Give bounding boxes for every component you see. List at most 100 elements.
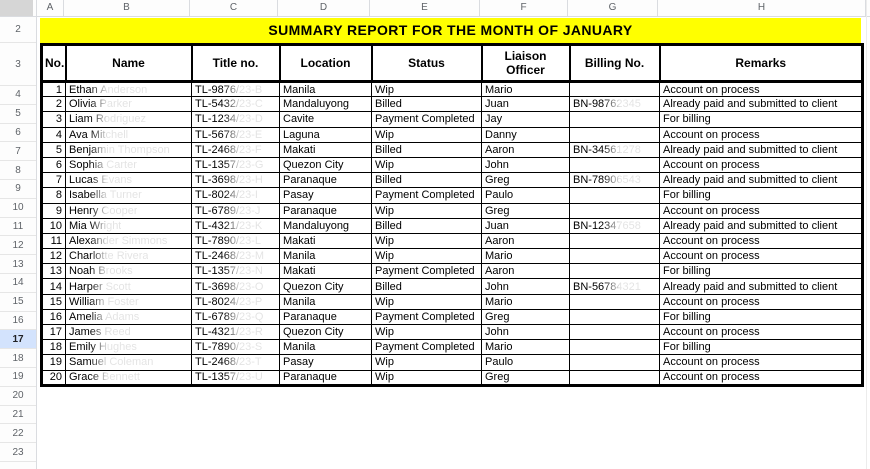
cell-no[interactable]: 11 <box>41 232 66 250</box>
header-remarks[interactable]: Remarks <box>658 43 864 83</box>
cell-name[interactable]: Noah Brooks <box>65 263 192 280</box>
cell-title-no[interactable]: TL-7890/23-L <box>191 232 280 250</box>
cell-location[interactable]: Makati <box>279 232 372 250</box>
cell-status[interactable]: Billed <box>371 141 482 158</box>
cell-name[interactable]: Olivia Parker <box>65 96 192 113</box>
cell-name[interactable]: Amelia Adams <box>65 308 192 326</box>
cell-name[interactable]: Harper Scott <box>65 278 192 295</box>
column-header-C[interactable]: C <box>190 0 278 16</box>
cell-no[interactable]: 16 <box>41 308 66 326</box>
cell-no[interactable]: 6 <box>41 156 66 174</box>
cell-status[interactable]: Wip <box>371 80 482 98</box>
cell-no[interactable]: 20 <box>41 369 66 386</box>
cell-location[interactable]: Makati <box>279 263 372 280</box>
cell-liaison-officer[interactable]: Juan <box>481 217 570 234</box>
cell-location[interactable]: Paranaque <box>279 369 372 386</box>
cell-name[interactable]: Liam Rodriguez <box>65 111 192 128</box>
row-header-14[interactable]: 14 <box>0 274 36 293</box>
cell-remarks[interactable]: Account on process <box>659 354 863 371</box>
cell-no[interactable]: 8 <box>41 187 66 204</box>
cell-title-no[interactable]: TL-1357/23-G <box>191 156 280 174</box>
cell-title-no[interactable]: TL-1357/23-N <box>191 263 280 280</box>
cell-liaison-officer[interactable]: Mario <box>481 80 570 98</box>
column-header-E[interactable]: E <box>370 0 480 16</box>
cell-remarks[interactable]: Account on process <box>659 248 863 265</box>
row-header-2[interactable]: 2 <box>0 17 36 43</box>
cell-billing-no[interactable]: BN-98762345 <box>569 96 660 113</box>
row-header-17[interactable]: 17 <box>0 330 36 350</box>
row-header-19[interactable]: 19 <box>0 368 36 387</box>
cell-remarks[interactable]: Account on process <box>659 80 863 98</box>
cell-name[interactable]: Ava Mitchell <box>65 126 192 143</box>
cell-liaison-officer[interactable]: Mario <box>481 248 570 265</box>
cell-billing-no[interactable]: BN-78906543 <box>569 172 660 189</box>
cell-status[interactable]: Wip <box>371 126 482 143</box>
cell-liaison-officer[interactable]: John <box>481 156 570 174</box>
cell-billing-no[interactable] <box>569 156 660 174</box>
cell-no[interactable]: 2 <box>41 96 66 113</box>
header-location[interactable]: Location <box>278 43 373 83</box>
cell-location[interactable]: Quezon City <box>279 278 372 295</box>
cell-location[interactable]: Quezon City <box>279 156 372 174</box>
cell-liaison-officer[interactable]: Aaron <box>481 263 570 280</box>
cell-title-no[interactable]: TL-1234/23-D <box>191 111 280 128</box>
cell-title-no[interactable]: TL-4321/23-K <box>191 217 280 234</box>
cell-no[interactable]: 15 <box>41 293 66 310</box>
cell-location[interactable]: Manila <box>279 293 372 310</box>
cell-billing-no[interactable]: BN-56784321 <box>569 278 660 295</box>
cell-title-no[interactable]: TL-5678/23-E <box>191 126 280 143</box>
row-header-23[interactable]: 23 <box>0 443 36 462</box>
cell-name[interactable]: Lucas Evans <box>65 172 192 189</box>
cell-no[interactable]: 9 <box>41 202 66 219</box>
cell-title-no[interactable]: TL-2468/23-F <box>191 141 280 158</box>
cell-title-no[interactable]: TL-6789/23-Q <box>191 308 280 326</box>
cell-billing-no[interactable]: BN-12347658 <box>569 217 660 234</box>
cell-liaison-officer[interactable]: Greg <box>481 172 570 189</box>
header-name[interactable]: Name <box>64 43 193 83</box>
cell-name[interactable]: Grace Bennett <box>65 369 192 386</box>
row-header-21[interactable]: 21 <box>0 406 36 425</box>
cell-status[interactable]: Wip <box>371 156 482 174</box>
cell-remarks[interactable]: Already paid and submitted to client <box>659 172 863 189</box>
row-header-8[interactable]: 8 <box>0 161 36 180</box>
cell-remarks[interactable]: Account on process <box>659 323 863 341</box>
header-title-no[interactable]: Title no. <box>190 43 281 83</box>
cell-title-no[interactable]: TL-5432/23-C <box>191 96 280 113</box>
cell-liaison-officer[interactable]: Mario <box>481 293 570 310</box>
cell-no[interactable]: 14 <box>41 278 66 295</box>
cell-billing-no[interactable] <box>569 369 660 386</box>
cell-billing-no[interactable] <box>569 80 660 98</box>
cell-liaison-officer[interactable]: Paulo <box>481 187 570 204</box>
cell-remarks[interactable]: Already paid and submitted to client <box>659 96 863 113</box>
cell-liaison-officer[interactable]: John <box>481 278 570 295</box>
cell-status[interactable]: Wip <box>371 369 482 386</box>
cell-title-no[interactable]: TL-2468/23-T <box>191 354 280 371</box>
select-all-corner[interactable] <box>0 0 37 16</box>
header-billing-no[interactable]: Billing No. <box>568 43 661 83</box>
row-header-7[interactable]: 7 <box>0 142 36 162</box>
cell-name[interactable]: Ethan Anderson <box>65 80 192 98</box>
cell-no[interactable]: 5 <box>41 141 66 158</box>
cell-billing-no[interactable] <box>569 248 660 265</box>
cell-status[interactable]: Wip <box>371 232 482 250</box>
row-header-18[interactable]: 18 <box>0 349 36 368</box>
cell-location[interactable]: Paranaque <box>279 172 372 189</box>
column-header-B[interactable]: B <box>64 0 190 16</box>
cell-location[interactable]: Pasay <box>279 354 372 371</box>
cell-status[interactable]: Billed <box>371 278 482 295</box>
cell-no[interactable]: 10 <box>41 217 66 234</box>
cell-title-no[interactable]: TL-8024/23-P <box>191 293 280 310</box>
cell-title-no[interactable]: TL-2468/23-M <box>191 248 280 265</box>
row-header-3[interactable]: 3 <box>0 43 36 86</box>
cell-no[interactable]: 7 <box>41 172 66 189</box>
cell-liaison-officer[interactable]: Greg <box>481 308 570 326</box>
cell-name[interactable]: Charlotte Rivera <box>65 248 192 265</box>
cell-billing-no[interactable] <box>569 293 660 310</box>
cell-liaison-officer[interactable]: Juan <box>481 96 570 113</box>
row-header-6[interactable]: 6 <box>0 124 36 143</box>
cell-location[interactable]: Mandaluyong <box>279 96 372 113</box>
cell-status[interactable]: Wip <box>371 354 482 371</box>
cell-location[interactable]: Makati <box>279 141 372 158</box>
cell-location[interactable]: Quezon City <box>279 323 372 341</box>
cell-title-no[interactable]: TL-6789/23-J <box>191 202 280 219</box>
